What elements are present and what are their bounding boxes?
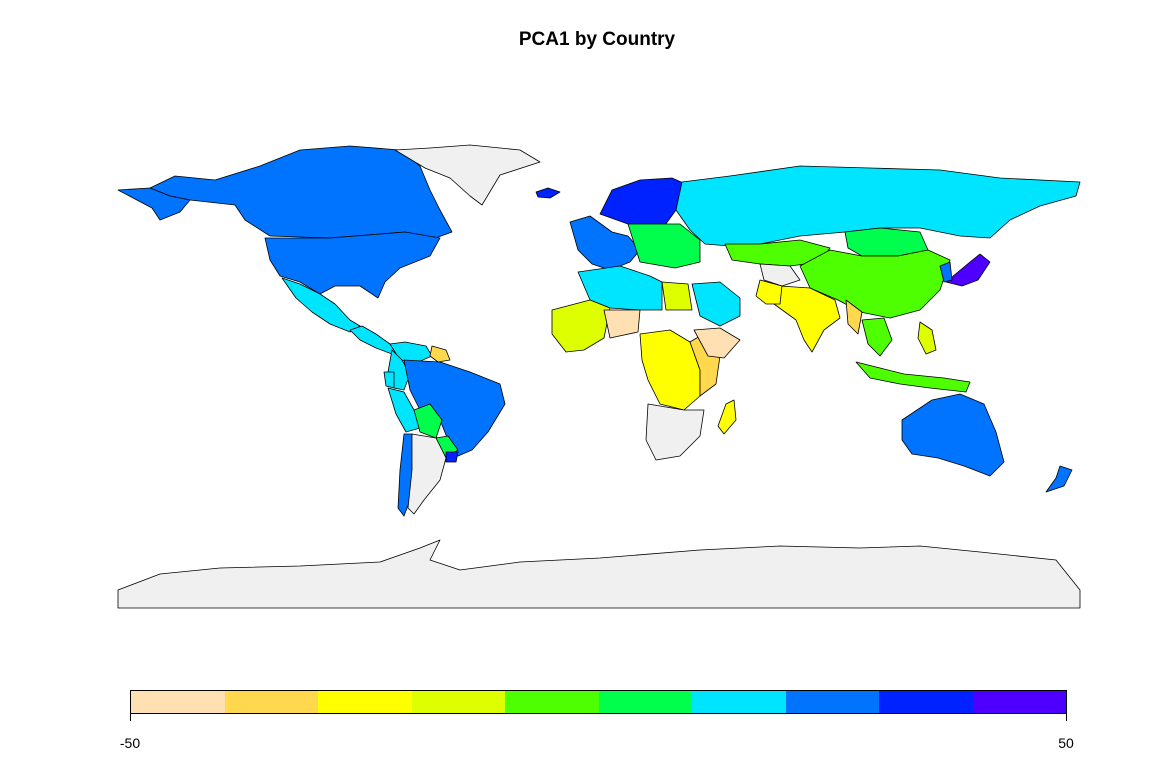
region-bolivia xyxy=(413,403,443,439)
region-new-zealand xyxy=(1045,465,1073,493)
region-iceland xyxy=(535,187,561,199)
region-eastern-europe xyxy=(627,223,701,269)
region-china xyxy=(799,249,951,319)
legend-swatch xyxy=(692,691,786,713)
region-argentina xyxy=(407,433,447,515)
region-antarctica xyxy=(117,539,1081,609)
region-korea xyxy=(939,261,953,283)
region-canada xyxy=(149,145,453,241)
legend-swatch xyxy=(318,691,412,713)
chart-title: PCA1 by Country xyxy=(518,29,676,50)
region-guyana-suriname xyxy=(429,345,451,363)
legend-swatch xyxy=(224,691,318,713)
legend-max-label: 50 xyxy=(1058,735,1074,751)
region-southern-africa xyxy=(645,403,705,461)
legend-swatch xyxy=(972,691,1066,713)
region-niger xyxy=(603,309,641,339)
region-japan xyxy=(945,253,991,287)
region-madagascar xyxy=(717,399,737,435)
region-philippines xyxy=(917,321,937,355)
region-saudi-arabia xyxy=(691,281,741,327)
legend-swatch xyxy=(598,691,692,713)
region-mongolia xyxy=(844,227,929,257)
legend-swatch xyxy=(879,691,973,713)
region-russia xyxy=(675,165,1081,247)
region-west-africa xyxy=(551,299,611,353)
world-map xyxy=(117,144,1081,609)
region-central-africa xyxy=(639,329,701,411)
region-western-europe xyxy=(569,215,641,271)
region-ecuador xyxy=(383,371,395,389)
color-legend xyxy=(130,690,1067,714)
region-alaska xyxy=(117,187,191,221)
region-myanmar xyxy=(845,299,863,335)
region-egypt xyxy=(661,281,693,311)
region-united-states xyxy=(264,231,441,299)
region-central-america xyxy=(349,325,401,355)
region-australia xyxy=(901,393,1005,477)
legend-swatch xyxy=(411,691,505,713)
region-indonesia xyxy=(855,361,971,393)
legend-tick-max xyxy=(1066,714,1067,721)
legend-swatch xyxy=(131,691,225,713)
region-ethiopia xyxy=(693,327,741,359)
legend-tick-min xyxy=(130,714,131,721)
legend-min-label: -50 xyxy=(119,735,141,751)
region-southeast-asia xyxy=(861,317,893,357)
region-india xyxy=(773,285,841,353)
region-uruguay xyxy=(445,451,459,463)
region-greenland xyxy=(394,144,541,206)
legend-swatch xyxy=(505,691,599,713)
region-central-asia xyxy=(759,263,801,287)
legend-swatch xyxy=(785,691,879,713)
region-mexico xyxy=(281,277,361,333)
region-pakistan xyxy=(755,279,783,305)
